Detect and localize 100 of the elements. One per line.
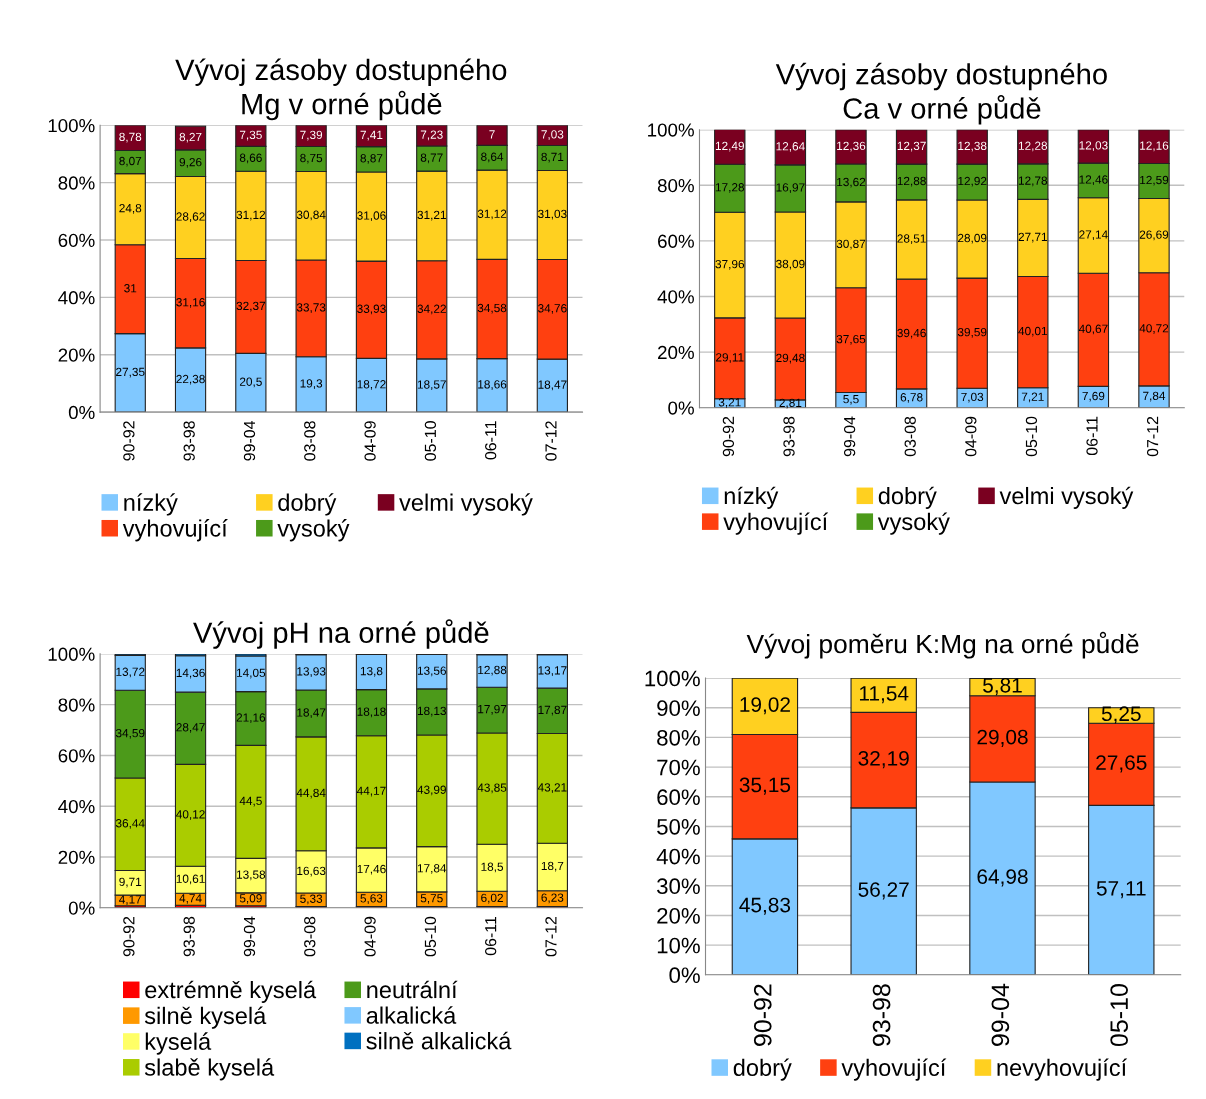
x-tick-label: 90-92	[123, 916, 135, 957]
x-tick-label: 90-92	[753, 984, 772, 1046]
y-tick-label: 60%	[658, 234, 694, 248]
chart-title: Vývoj zásoby dostupného Ca v orné půdě	[775, 62, 1107, 125]
x-tick-label: 07-12	[545, 916, 557, 957]
x-tick-label: 03-08	[904, 416, 916, 457]
y-tick-label: 0%	[68, 405, 95, 420]
data-label: 13,56	[417, 666, 446, 677]
legend-label: dobrý	[878, 486, 937, 509]
data-label: 12,59	[1140, 175, 1169, 186]
data-label: 34,76	[538, 304, 567, 314]
data-label: 32,37	[236, 301, 266, 312]
data-label: 6,78	[900, 393, 923, 403]
data-label: 18,5	[481, 862, 504, 873]
data-label: 56,27	[858, 882, 909, 900]
y-tick-label: 40%	[58, 291, 95, 305]
data-label: 28,51	[897, 234, 926, 245]
data-label: 7,21	[1021, 392, 1044, 403]
data-label: 7,41	[360, 130, 383, 141]
data-label: 34,22	[417, 304, 446, 315]
data-label: 12,78	[1018, 176, 1048, 187]
data-label: 14,05	[236, 668, 266, 679]
legend-label: slabě kyselá	[144, 1058, 275, 1081]
data-label: 7,69	[1082, 391, 1105, 402]
y-tick-label: 90%	[657, 700, 700, 717]
data-label: 14,36	[176, 668, 205, 679]
data-label: 18,72	[357, 380, 386, 390]
data-label: 32,19	[858, 750, 909, 769]
data-label: 36,44	[115, 819, 145, 829]
data-label: 43,99	[417, 785, 446, 796]
data-label: 8,75	[300, 153, 323, 164]
x-tick-label: 99-04	[991, 983, 1010, 1046]
y-tick-label: 20%	[58, 850, 95, 864]
y-tick-label: 10%	[657, 937, 700, 954]
data-label: 44,5	[239, 796, 262, 807]
y-tick-label: 100%	[48, 118, 95, 133]
data-label: 16,63	[297, 866, 326, 877]
data-label: 12,03	[1079, 141, 1108, 151]
data-label: 37,65	[836, 334, 866, 345]
legend-label: nízký	[724, 486, 779, 509]
y-tick-label: 20%	[58, 348, 95, 362]
data-label: 12,92	[958, 176, 987, 187]
legend-label: silně alkalická	[366, 1031, 512, 1050]
data-label: 44,84	[296, 788, 326, 799]
chart-title: Vývoj poměru K:Mg na orné půdě	[746, 631, 1139, 659]
data-label: 27,65	[1096, 755, 1147, 773]
data-label: 12,16	[1140, 141, 1169, 152]
y-tick-label: 80%	[657, 729, 700, 746]
data-label: 12,88	[897, 176, 926, 187]
x-tick-label: 93-98	[183, 916, 195, 957]
y-tick-label: 100%	[648, 123, 694, 137]
data-label: 3,21	[718, 398, 741, 408]
data-label: 5,63	[360, 894, 383, 904]
data-label: 8,66	[239, 153, 262, 164]
data-label: 38,09	[776, 259, 805, 270]
data-label: 13,8	[360, 666, 383, 677]
x-tick-label: 93-98	[183, 421, 195, 461]
data-label: 24,8	[119, 204, 142, 214]
data-label: 40,67	[1078, 324, 1108, 335]
y-tick-label: 70%	[657, 759, 700, 776]
chart-title: Vývoj zásoby dostupného Mg v orné půdě	[175, 58, 507, 121]
data-label: 7,23	[420, 130, 443, 141]
y-tick-label: 80%	[657, 178, 694, 193]
y-tick-label: 20%	[658, 345, 694, 360]
x-tick-label: 07-12	[1146, 416, 1159, 457]
y-tick-label: 60%	[58, 233, 95, 247]
data-label: 8,77	[420, 153, 443, 164]
legend-label: kyselá	[145, 1032, 212, 1055]
data-label: 8,87	[360, 154, 383, 164]
legend-label: extrémně kyselá	[145, 980, 317, 1003]
data-label: 28,47	[176, 723, 205, 733]
x-tick-label: 03-08	[304, 421, 316, 461]
data-label: 33,93	[357, 304, 386, 315]
x-tick-label: 06-11	[1086, 416, 1098, 456]
data-label: 34,58	[477, 303, 507, 314]
x-tick-label: 06-11	[485, 916, 497, 956]
data-label: 13,17	[538, 666, 567, 676]
data-label: 30,84	[296, 210, 326, 221]
data-label: 17,46	[357, 864, 386, 875]
data-label: 10,61	[176, 874, 205, 885]
data-label: 9,71	[119, 877, 142, 888]
data-label: 5,81	[983, 677, 1022, 696]
data-label: 6,02	[481, 893, 503, 904]
x-tick-label: 93-98	[783, 416, 795, 457]
data-label: 4,17	[119, 895, 142, 906]
data-label: 13,93	[297, 667, 326, 677]
data-label: 29,08	[977, 729, 1028, 747]
data-label: 5,33	[300, 894, 323, 905]
data-label: 12,88	[478, 665, 507, 676]
data-label: 57,11	[1096, 881, 1146, 899]
data-label: 30,87	[836, 239, 866, 250]
legend-label: vyhovující	[841, 1058, 947, 1081]
legend-label: dobrý	[733, 1058, 792, 1081]
data-label: 28,09	[958, 233, 987, 244]
data-label: 43,21	[537, 783, 567, 793]
x-tick-label: 90-92	[722, 416, 735, 457]
data-label: 7,35	[239, 130, 262, 141]
data-label: 13,58	[236, 870, 266, 881]
data-label: 31,03	[538, 209, 567, 220]
y-tick-label: 80%	[58, 176, 95, 190]
